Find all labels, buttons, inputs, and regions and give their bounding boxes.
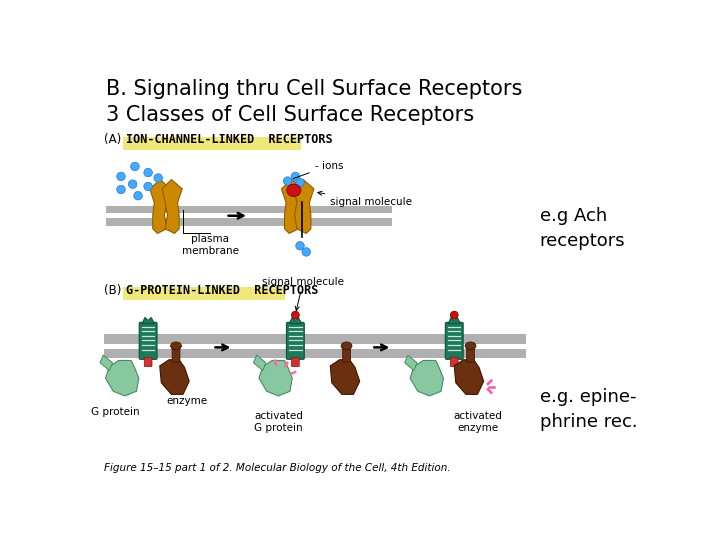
Polygon shape	[162, 179, 182, 233]
Text: activated
enzyme: activated enzyme	[453, 411, 502, 433]
Circle shape	[131, 162, 139, 171]
Polygon shape	[106, 361, 139, 396]
Text: ION-CHANNEL-LINKED  RECEPTORS: ION-CHANNEL-LINKED RECEPTORS	[126, 133, 332, 146]
FancyBboxPatch shape	[343, 345, 351, 362]
Circle shape	[302, 248, 310, 256]
Text: activated
G protein: activated G protein	[254, 411, 303, 433]
Circle shape	[451, 311, 458, 319]
Text: enzyme: enzyme	[166, 396, 207, 406]
Bar	[104, 349, 526, 358]
Text: plasma
membrane: plasma membrane	[181, 234, 238, 256]
Circle shape	[292, 311, 300, 319]
Circle shape	[117, 185, 125, 194]
Circle shape	[291, 172, 300, 181]
Text: e.g Ach
receptors: e.g Ach receptors	[539, 207, 625, 250]
Polygon shape	[150, 179, 170, 233]
Circle shape	[134, 192, 143, 200]
Text: signal molecule: signal molecule	[318, 191, 413, 207]
Ellipse shape	[171, 342, 181, 350]
Polygon shape	[294, 179, 314, 233]
Polygon shape	[282, 179, 302, 233]
Polygon shape	[142, 318, 154, 323]
Circle shape	[117, 172, 125, 181]
Polygon shape	[289, 318, 302, 323]
Ellipse shape	[341, 342, 352, 350]
Text: - ions: - ions	[293, 161, 343, 179]
Bar	[104, 334, 526, 343]
Circle shape	[296, 241, 305, 250]
Text: G-PROTEIN-LINKED  RECEPTORS: G-PROTEIN-LINKED RECEPTORS	[126, 284, 318, 296]
Circle shape	[296, 178, 305, 187]
FancyBboxPatch shape	[122, 137, 301, 150]
Text: signal molecule: signal molecule	[262, 276, 344, 310]
FancyBboxPatch shape	[144, 357, 152, 367]
FancyBboxPatch shape	[287, 322, 305, 359]
Circle shape	[144, 168, 153, 177]
Polygon shape	[448, 318, 461, 323]
Polygon shape	[259, 361, 292, 396]
Text: 3 Classes of Cell Surface Receptors: 3 Classes of Cell Surface Receptors	[106, 105, 474, 125]
Text: G protein: G protein	[91, 408, 140, 417]
Text: Figure 15–15 part 1 of 2. Molecular Biology of the Cell, 4th Edition.: Figure 15–15 part 1 of 2. Molecular Biol…	[104, 463, 451, 473]
FancyBboxPatch shape	[122, 287, 285, 300]
Circle shape	[284, 177, 292, 185]
Ellipse shape	[465, 342, 476, 350]
FancyBboxPatch shape	[292, 357, 300, 367]
Ellipse shape	[287, 184, 301, 197]
Polygon shape	[330, 360, 360, 394]
Text: e.g. epine-
phrine rec.: e.g. epine- phrine rec.	[539, 388, 637, 431]
Polygon shape	[410, 361, 444, 396]
Bar	[106, 218, 392, 226]
FancyBboxPatch shape	[172, 345, 180, 362]
FancyBboxPatch shape	[139, 322, 157, 359]
Text: (A): (A)	[104, 133, 121, 146]
Polygon shape	[100, 355, 112, 370]
Circle shape	[154, 174, 163, 182]
Polygon shape	[160, 360, 189, 394]
Polygon shape	[405, 355, 417, 370]
FancyBboxPatch shape	[467, 345, 474, 362]
Circle shape	[144, 182, 153, 191]
Polygon shape	[454, 360, 484, 394]
FancyBboxPatch shape	[451, 357, 458, 367]
Text: (B): (B)	[104, 284, 122, 296]
Circle shape	[128, 180, 137, 188]
Polygon shape	[253, 355, 266, 370]
Bar	[106, 206, 392, 213]
FancyBboxPatch shape	[446, 322, 463, 359]
Text: B. Signaling thru Cell Surface Receptors: B. Signaling thru Cell Surface Receptors	[106, 79, 522, 99]
